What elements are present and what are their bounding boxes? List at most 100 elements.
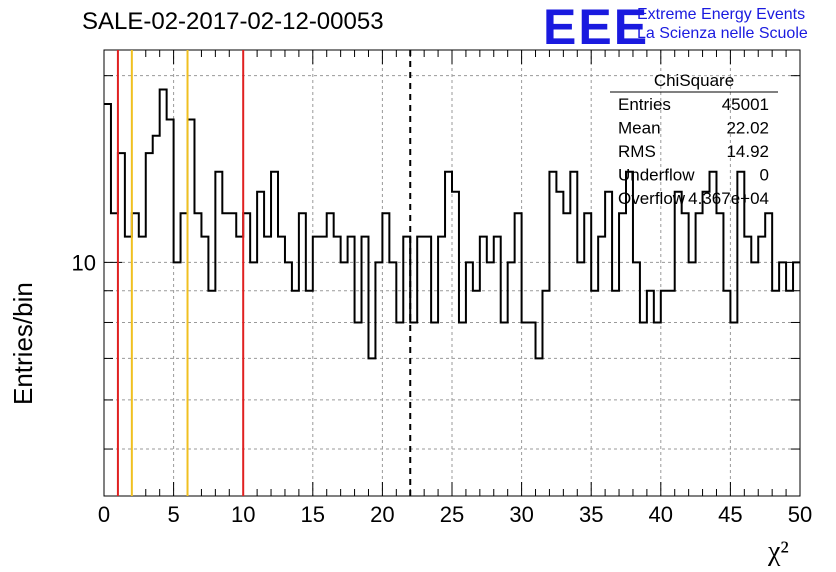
histogram-bin [396, 321, 403, 323]
x-tick-label: 15 [301, 502, 325, 527]
stats-row-value: 45001 [722, 95, 769, 114]
histogram-bin [696, 212, 703, 214]
histogram-bin [348, 236, 355, 238]
histogram-bin [480, 236, 487, 238]
histogram-bin [549, 171, 556, 173]
x-tick-label: 5 [167, 502, 179, 527]
histogram-bin [612, 290, 619, 292]
histogram-bin [236, 236, 243, 238]
stats-row-value: 0 [760, 166, 769, 185]
histogram-bin [556, 191, 563, 193]
histogram-bin [459, 321, 466, 323]
histogram-bin [355, 321, 362, 323]
histogram-bin [111, 212, 118, 214]
histogram-bin [515, 212, 522, 214]
histogram-bin [403, 236, 410, 238]
histogram-bin [146, 152, 153, 154]
logo-line-1: Extreme Energy Events [637, 6, 806, 23]
histogram-bin [445, 171, 452, 173]
histogram-bin [375, 261, 382, 263]
histogram-bin [125, 236, 132, 238]
x-tick-label: 10 [231, 502, 255, 527]
histogram-bin [153, 135, 160, 137]
histogram-bin [640, 321, 647, 323]
histogram-bin [271, 171, 278, 173]
histogram-bin [466, 261, 473, 263]
histogram-bin [772, 290, 779, 292]
y-tick-label: 10 [72, 250, 96, 275]
histogram-bin [730, 321, 737, 323]
histogram-bin [438, 236, 445, 238]
x-tick-label: 30 [509, 502, 533, 527]
stats-row-label: Overflow [618, 189, 686, 208]
histogram-bin [160, 88, 167, 90]
histogram-bin [382, 212, 389, 214]
chart-title: SALE-02-2017-02-12-00053 [82, 8, 384, 35]
histogram-line [104, 88, 800, 360]
histogram-bin [452, 191, 459, 193]
histogram-bin [174, 261, 181, 263]
histogram-bin [278, 236, 285, 238]
histogram-bin [668, 290, 675, 292]
histogram-bin [201, 236, 208, 238]
histogram-bin [716, 212, 723, 214]
histogram-bin [181, 212, 188, 214]
x-tick-label: 45 [718, 502, 742, 527]
histogram-bin [633, 261, 640, 263]
histogram-bin [215, 171, 222, 173]
histogram-bin [362, 236, 369, 238]
histogram-bin [306, 290, 313, 292]
histogram-bin [487, 261, 494, 263]
histogram-bin [654, 321, 661, 323]
histogram-bin [313, 236, 320, 238]
histogram-bin [563, 212, 570, 214]
histogram-bin [723, 290, 730, 292]
histogram-bin [327, 212, 334, 214]
histogram-bin [570, 171, 577, 173]
histogram-bin [682, 212, 689, 214]
stats-row-value: 22.02 [726, 119, 769, 138]
histogram-bin [793, 261, 800, 263]
x-axis-label: χ² [768, 536, 789, 567]
histogram-bin [710, 171, 717, 173]
histogram-bin [765, 212, 772, 214]
histogram-bin [786, 290, 793, 292]
histogram-bin [508, 261, 515, 263]
stats-box-title: ChiSquare [654, 71, 734, 90]
x-tick-label: 50 [788, 502, 812, 527]
histogram-bin [292, 290, 299, 292]
histogram-bin [647, 290, 654, 292]
histogram-bin [243, 212, 250, 214]
histogram-bin [779, 261, 786, 263]
histogram-bin [257, 191, 264, 193]
histogram-bin [744, 236, 751, 238]
histogram-bin [389, 261, 396, 263]
histogram-bin [194, 212, 201, 214]
histogram-bin [299, 212, 306, 214]
histogram-bin [222, 212, 229, 214]
histogram-bin [577, 261, 584, 263]
histogram-bin [522, 321, 529, 323]
histogram-bin [118, 152, 125, 154]
histogram-bin [424, 236, 431, 238]
histogram-bin [167, 118, 174, 120]
histogram-bin [368, 357, 375, 359]
histogram-bin [229, 212, 236, 214]
histogram-bin [494, 236, 501, 238]
stats-row-label: Underflow [618, 166, 695, 185]
histogram-bin [501, 321, 508, 323]
histogram-bin [591, 290, 598, 292]
stats-row-label: Entries [618, 95, 671, 114]
x-tick-label: 40 [649, 502, 673, 527]
x-tick-label: 20 [370, 502, 394, 527]
x-tick-label: 25 [440, 502, 464, 527]
histogram-bin [751, 261, 758, 263]
histogram-bin [139, 236, 146, 238]
histogram-bin [473, 290, 480, 292]
histogram-bin [188, 118, 195, 120]
x-tick-label: 0 [98, 502, 110, 527]
eee-logo: EEE [543, 0, 650, 55]
histogram-bin [737, 171, 744, 173]
histogram-bin [598, 236, 605, 238]
